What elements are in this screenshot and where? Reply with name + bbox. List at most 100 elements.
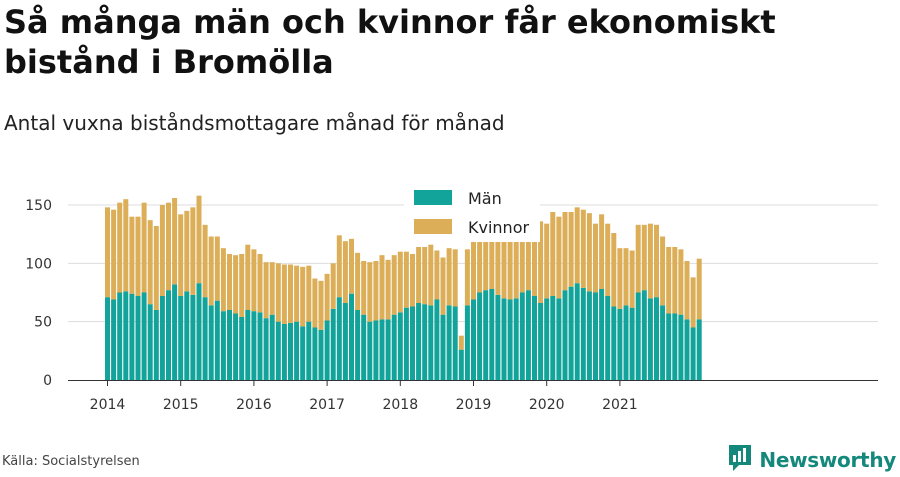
bar-kvinnor [312, 278, 318, 328]
bar-kvinnor [416, 247, 422, 303]
y-tick-label: 50 [34, 315, 52, 331]
bar-man [684, 319, 690, 380]
bar-man [196, 283, 202, 380]
bar-kvinnor [324, 273, 330, 321]
bar-man [275, 321, 281, 380]
bar-man [654, 297, 659, 380]
bar-kvinnor [654, 224, 659, 298]
bar-man [123, 291, 129, 380]
bar-kvinnor [635, 224, 641, 293]
bar-man [111, 299, 117, 380]
bar-kvinnor [355, 252, 361, 310]
bar-man [696, 319, 702, 380]
brand: Newsworthy [727, 443, 896, 477]
bar-man [257, 312, 263, 380]
bar-kvinnor [263, 262, 269, 319]
legend-label-kvinnor: Kvinnor [468, 218, 529, 237]
bar-man [251, 311, 257, 380]
brand-name: Newsworthy [759, 448, 896, 472]
bar-kvinnor [196, 195, 202, 284]
x-tick-label: 2014 [90, 397, 126, 413]
bar-kvinnor [550, 212, 556, 296]
bar-kvinnor [367, 262, 373, 322]
bar-man [489, 289, 495, 380]
bar-kvinnor [525, 213, 531, 291]
bar-man [190, 294, 196, 380]
bar-kvinnor [141, 202, 147, 293]
x-tick-label: 2017 [309, 397, 345, 413]
bar-kvinnor [678, 249, 684, 315]
y-axis: 0 50 100 150 [25, 198, 52, 389]
bar-man [641, 290, 647, 380]
bar-man [538, 303, 544, 380]
bar-kvinnor [306, 265, 312, 322]
bar-man [483, 290, 489, 380]
x-tick-label: 2021 [602, 397, 638, 413]
x-tick-label: 2018 [382, 397, 418, 413]
bar-man [367, 321, 373, 380]
bar-kvinnor [696, 258, 702, 320]
newsworthy-logo-icon [727, 443, 753, 477]
bar-kvinnor [220, 248, 226, 312]
bar-kvinnor [471, 241, 476, 300]
bar-kvinnor [580, 209, 586, 288]
bar-man [513, 298, 519, 380]
bar-man [342, 303, 348, 380]
bar-man [349, 293, 354, 380]
bar-man [373, 320, 379, 380]
bar-man [617, 308, 623, 380]
x-tick-label: 2015 [163, 397, 199, 413]
bar-man [574, 283, 580, 380]
bar-man [519, 292, 525, 380]
bar-kvinnor [117, 202, 123, 293]
bar-kvinnor [129, 216, 135, 294]
bar-man [605, 296, 611, 380]
bar-kvinnor [239, 254, 245, 317]
bar-kvinnor [495, 213, 501, 295]
bar-kvinnor [611, 233, 617, 307]
bar-kvinnor [166, 202, 171, 291]
bar-man [477, 292, 483, 380]
bar-kvinnor [233, 255, 239, 314]
x-tick-label: 2020 [529, 397, 565, 413]
bar-man [623, 305, 629, 380]
bar-man [147, 304, 153, 380]
bar-man [586, 291, 592, 380]
bar-kvinnor [300, 266, 306, 327]
bar-kvinnor [269, 262, 275, 315]
bar-man [159, 296, 165, 380]
bar-man [501, 298, 507, 380]
source-note: Källa: Socialstyrelsen [2, 454, 140, 469]
bar-kvinnor [617, 248, 623, 309]
bar-kvinnor [172, 198, 178, 285]
bar-man [428, 305, 434, 380]
bar-man [672, 313, 678, 380]
bar-kvinnor [672, 247, 678, 314]
bar-man [403, 307, 409, 380]
bar-kvinnor [641, 224, 647, 291]
bar-man [336, 297, 342, 380]
bar-man [556, 298, 562, 380]
bar-kvinnor [318, 280, 324, 330]
bar-man [391, 314, 397, 380]
bar-man [471, 299, 476, 380]
bar-kvinnor [153, 226, 159, 310]
bar-man [550, 296, 556, 380]
bar-man [446, 305, 452, 380]
bar-kvinnor [690, 277, 696, 328]
bar-man [410, 306, 415, 380]
bar-kvinnor [562, 212, 568, 291]
bar-man [214, 300, 220, 380]
bar-kvinnor [452, 249, 458, 307]
bar-kvinnor [330, 263, 336, 309]
bar-man [324, 320, 330, 380]
bars [105, 195, 702, 380]
bar-man [440, 314, 446, 380]
bar-man [153, 310, 159, 380]
bar-kvinnor [599, 214, 605, 289]
legend: Män Kvinnor [404, 184, 540, 242]
bar-kvinnor [294, 265, 300, 322]
bar-kvinnor [123, 199, 129, 292]
bar-kvinnor [538, 221, 544, 303]
bar-man [599, 289, 605, 380]
